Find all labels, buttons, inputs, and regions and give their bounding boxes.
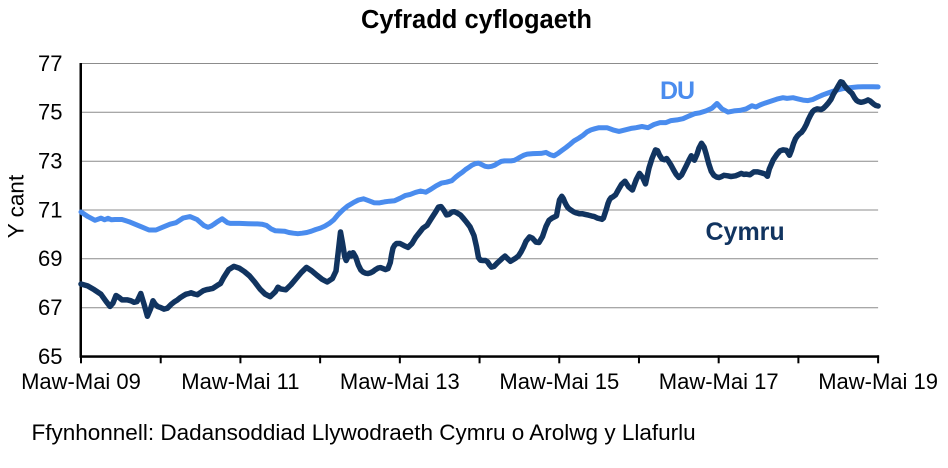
svg-text:Maw-Mai 13: Maw-Mai 13 <box>340 369 460 394</box>
svg-text:Cyfradd cyflogaeth: Cyfradd cyflogaeth <box>361 6 592 34</box>
svg-text:Maw-Mai 15: Maw-Mai 15 <box>499 369 619 394</box>
svg-text:77: 77 <box>38 51 62 76</box>
svg-text:Ffynhonnell: Dadansoddiad Llyw: Ffynhonnell: Dadansoddiad Llywodraeth Cy… <box>32 420 696 445</box>
svg-text:Maw-Mai 19: Maw-Mai 19 <box>818 369 938 394</box>
svg-text:69: 69 <box>38 246 62 271</box>
svg-text:67: 67 <box>38 295 62 320</box>
svg-text:Maw-Mai 09: Maw-Mai 09 <box>21 369 141 394</box>
svg-text:Cymru: Cymru <box>706 218 785 246</box>
svg-text:75: 75 <box>38 100 62 125</box>
svg-text:73: 73 <box>38 149 62 174</box>
svg-text:Y cant: Y cant <box>4 174 29 238</box>
svg-text:71: 71 <box>38 197 62 222</box>
svg-text:DU: DU <box>660 77 694 105</box>
svg-text:65: 65 <box>38 344 62 369</box>
svg-text:Maw-Mai 11: Maw-Mai 11 <box>181 369 299 394</box>
svg-text:Maw-Mai 17: Maw-Mai 17 <box>659 369 779 394</box>
